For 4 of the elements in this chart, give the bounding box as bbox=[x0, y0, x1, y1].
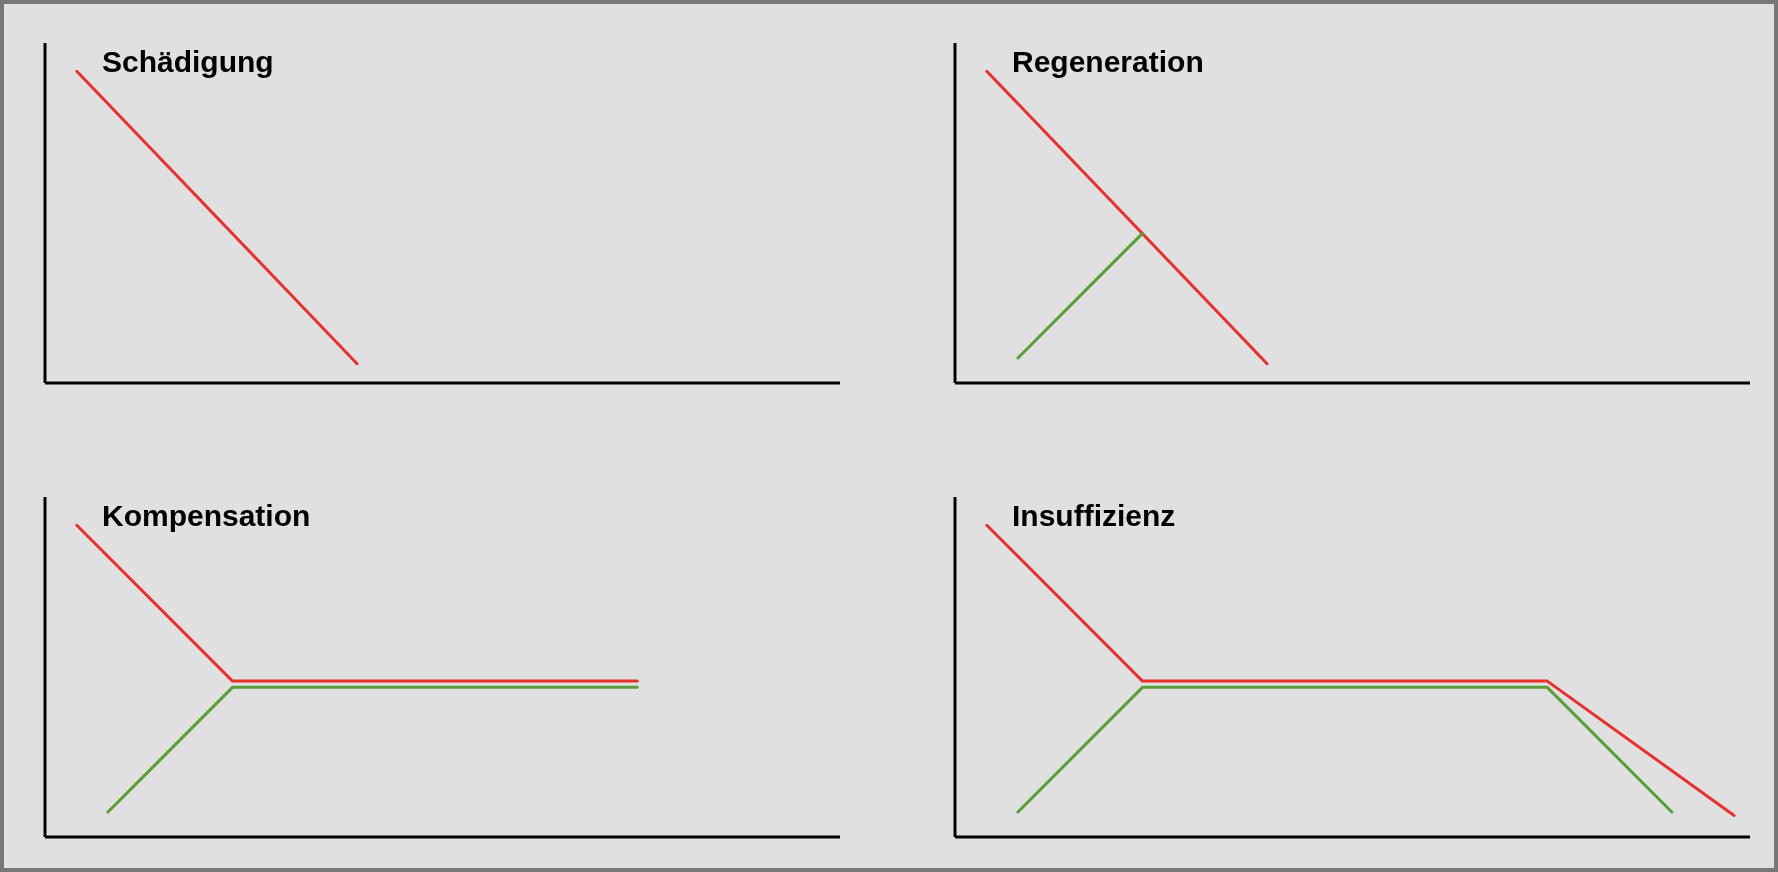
chart-title: Regeneration bbox=[1012, 45, 1204, 78]
chart-title: Insuffizienz bbox=[1012, 499, 1176, 532]
chart-title: Schädigung bbox=[102, 45, 274, 78]
chart-title: Kompensation bbox=[102, 499, 311, 532]
